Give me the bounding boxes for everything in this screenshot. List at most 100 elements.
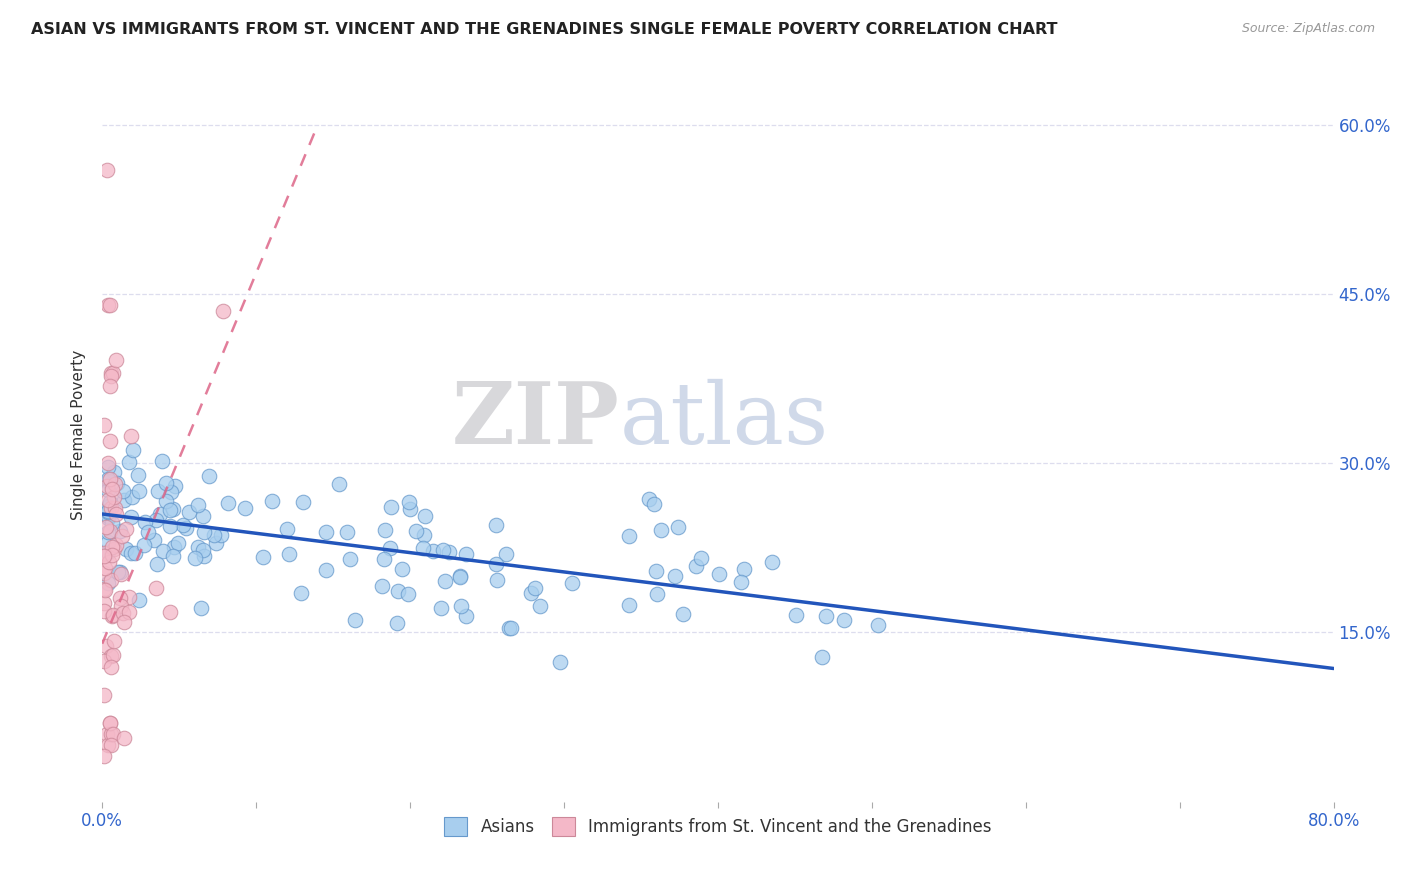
Point <box>101 548 124 562</box>
Point <box>146 557 169 571</box>
Point <box>97 506 120 520</box>
Point <box>136 525 159 540</box>
Point <box>115 541 138 556</box>
Point <box>145 513 167 527</box>
Point <box>832 613 855 627</box>
Y-axis label: Single Female Poverty: Single Female Poverty <box>72 350 86 520</box>
Text: ASIAN VS IMMIGRANTS FROM ST. VINCENT AND THE GRENADINES SINGLE FEMALE POVERTY CO: ASIAN VS IMMIGRANTS FROM ST. VINCENT AND… <box>31 22 1057 37</box>
Point <box>650 523 672 537</box>
Point <box>672 607 695 622</box>
Point <box>101 366 124 380</box>
Point <box>262 494 284 508</box>
Point <box>398 495 420 509</box>
Point <box>104 501 127 516</box>
Point <box>380 500 402 515</box>
Point <box>98 524 121 538</box>
Point <box>107 565 129 579</box>
Point <box>110 566 132 581</box>
Point <box>190 601 212 615</box>
Point <box>97 524 120 539</box>
Point <box>97 544 120 558</box>
Point <box>97 555 120 569</box>
Point <box>97 500 120 515</box>
Point <box>449 569 471 583</box>
Point <box>664 569 686 583</box>
Point <box>97 504 120 518</box>
Point <box>96 479 118 493</box>
Point <box>98 298 121 312</box>
Point <box>96 520 118 534</box>
Point <box>561 575 583 590</box>
Point <box>127 468 149 483</box>
Point <box>93 603 115 617</box>
Point <box>93 688 115 702</box>
Point <box>643 497 665 511</box>
Point <box>124 546 146 560</box>
Point <box>485 557 508 571</box>
Point <box>412 541 434 556</box>
Point <box>233 501 256 516</box>
Point <box>524 581 547 595</box>
Point <box>292 495 315 509</box>
Point <box>733 562 755 576</box>
Point <box>103 490 125 504</box>
Point <box>97 511 120 525</box>
Point <box>328 476 350 491</box>
Point <box>252 550 274 565</box>
Point <box>93 596 115 610</box>
Point <box>112 606 135 620</box>
Point <box>315 563 337 577</box>
Point <box>100 540 122 554</box>
Point <box>100 516 122 530</box>
Point <box>121 490 143 504</box>
Point <box>668 520 690 534</box>
Point <box>98 379 121 393</box>
Point <box>165 479 187 493</box>
Point <box>93 654 115 668</box>
Point <box>98 715 121 730</box>
Point <box>336 524 359 539</box>
Point <box>278 548 301 562</box>
Point <box>97 576 120 591</box>
Point <box>152 544 174 558</box>
Point <box>101 608 124 623</box>
Point <box>617 599 640 613</box>
Point <box>187 541 209 555</box>
Point <box>617 529 640 543</box>
Point <box>110 566 132 580</box>
Point <box>159 518 181 533</box>
Point <box>198 468 221 483</box>
Point <box>814 608 837 623</box>
Point <box>486 574 509 588</box>
Point <box>97 483 120 497</box>
Point <box>100 649 122 664</box>
Point <box>100 369 122 384</box>
Point <box>108 524 131 538</box>
Point <box>94 561 117 575</box>
Point <box>101 609 124 624</box>
Point <box>432 543 454 558</box>
Point <box>120 510 142 524</box>
Point <box>159 605 181 619</box>
Point <box>100 727 122 741</box>
Point <box>191 509 214 524</box>
Point <box>97 298 120 312</box>
Point <box>97 509 120 524</box>
Point <box>485 518 508 533</box>
Point <box>162 549 184 564</box>
Point <box>385 616 408 631</box>
Point <box>638 491 661 506</box>
Point <box>193 549 215 563</box>
Point <box>105 538 128 552</box>
Point <box>159 503 181 517</box>
Point <box>148 507 170 521</box>
Point <box>97 460 120 475</box>
Point <box>115 522 138 536</box>
Point <box>103 465 125 479</box>
Point <box>146 484 169 499</box>
Point <box>184 551 207 566</box>
Point <box>94 582 117 597</box>
Point <box>187 498 209 512</box>
Point <box>112 615 135 629</box>
Point <box>101 648 124 662</box>
